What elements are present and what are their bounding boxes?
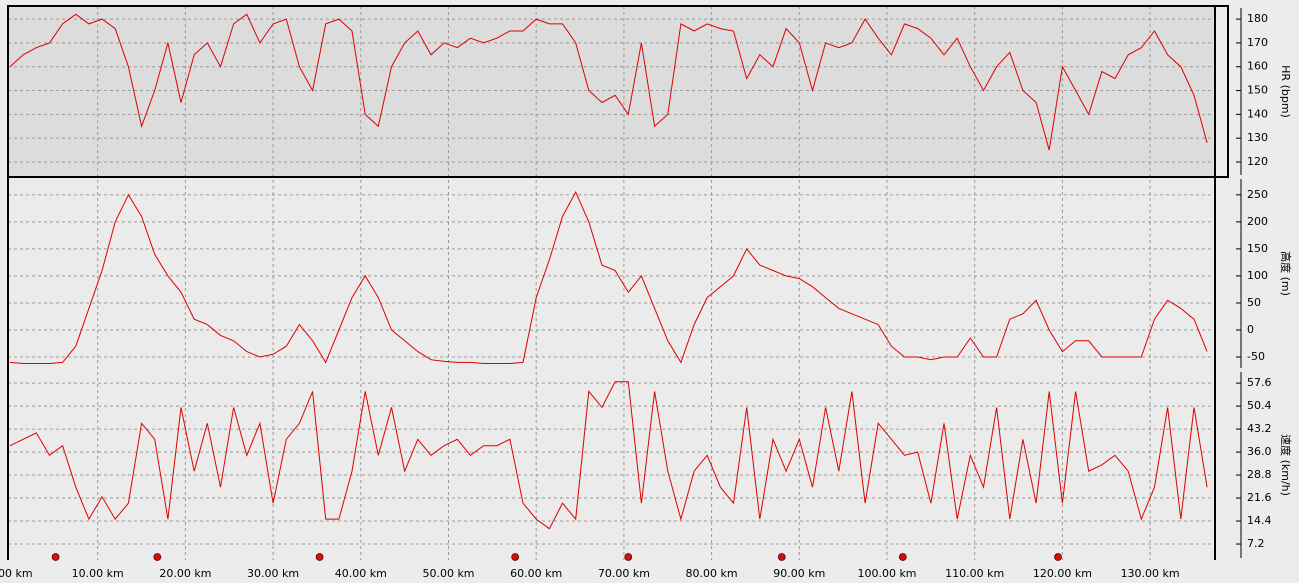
y-tick-label: 160: [1247, 60, 1268, 73]
y-axis-label: 高度 (m): [1279, 251, 1293, 296]
y-tick-label: 130: [1247, 131, 1268, 144]
x-tick-label: 0.00 km: [0, 567, 33, 580]
y-tick-label: 100: [1247, 269, 1268, 282]
x-tick-label: 130.00 km: [1121, 567, 1180, 580]
lap-marker: [624, 553, 633, 561]
data-line: [9, 13, 1208, 151]
panel-background: [8, 6, 1215, 177]
lap-marker: [511, 553, 520, 561]
y-tick-label: 170: [1247, 36, 1268, 49]
y-tick-label: 57.6: [1247, 376, 1272, 389]
x-tick-label: 70.00 km: [598, 567, 650, 580]
y-axis-label: HR (bpm): [1279, 65, 1292, 118]
panel-background: [8, 177, 1215, 370]
lap-marker: [315, 553, 324, 561]
y-tick-label: 140: [1247, 107, 1268, 120]
y-tick-label: 36.0: [1247, 445, 1272, 458]
x-tick-label: 110.00 km: [945, 567, 1004, 580]
y-tick-label: 7.2: [1247, 537, 1265, 550]
x-tick-label: 50.00 km: [422, 567, 474, 580]
y-tick-label: 0: [1247, 323, 1254, 336]
x-tick-label: 30.00 km: [247, 567, 299, 580]
y-tick-label: 120: [1247, 155, 1268, 168]
lap-marker: [153, 553, 162, 561]
lap-marker: [898, 553, 907, 561]
y-tick-label: 150: [1247, 84, 1268, 97]
lap-marker: [1054, 553, 1062, 561]
y-tick-label: 180: [1247, 12, 1268, 25]
y-tick-label: 200: [1247, 215, 1268, 228]
data-line: [9, 190, 1208, 364]
y-tick-label: 150: [1247, 242, 1268, 255]
y-tick-label: 21.6: [1247, 491, 1272, 504]
y-axis-label: 速度 (km/h): [1279, 434, 1293, 496]
active-panel-frame: [7, 5, 1229, 178]
x-tick-label: 40.00 km: [335, 567, 387, 580]
x-tick-label: 20.00 km: [159, 567, 211, 580]
panel-background: [8, 370, 1215, 560]
x-tick-label: 10.00 km: [72, 567, 124, 580]
x-tick-label: 80.00 km: [686, 567, 738, 580]
lap-marker: [777, 553, 786, 561]
x-tick-label: 60.00 km: [510, 567, 562, 580]
y-tick-label: -50: [1247, 350, 1265, 363]
y-tick-label: 50: [1247, 296, 1261, 309]
x-tick-label: 100.00 km: [857, 567, 916, 580]
lap-marker: [51, 553, 60, 561]
y-tick-label: 14.4: [1247, 514, 1272, 527]
y-tick-label: 43.2: [1247, 422, 1272, 435]
x-tick-label: 120.00 km: [1033, 567, 1092, 580]
y-tick-label: 250: [1247, 188, 1268, 201]
data-line: [9, 381, 1208, 530]
y-tick-label: 50.4: [1247, 399, 1272, 412]
y-tick-label: 28.8: [1247, 468, 1272, 481]
x-tick-label: 90.00 km: [773, 567, 825, 580]
